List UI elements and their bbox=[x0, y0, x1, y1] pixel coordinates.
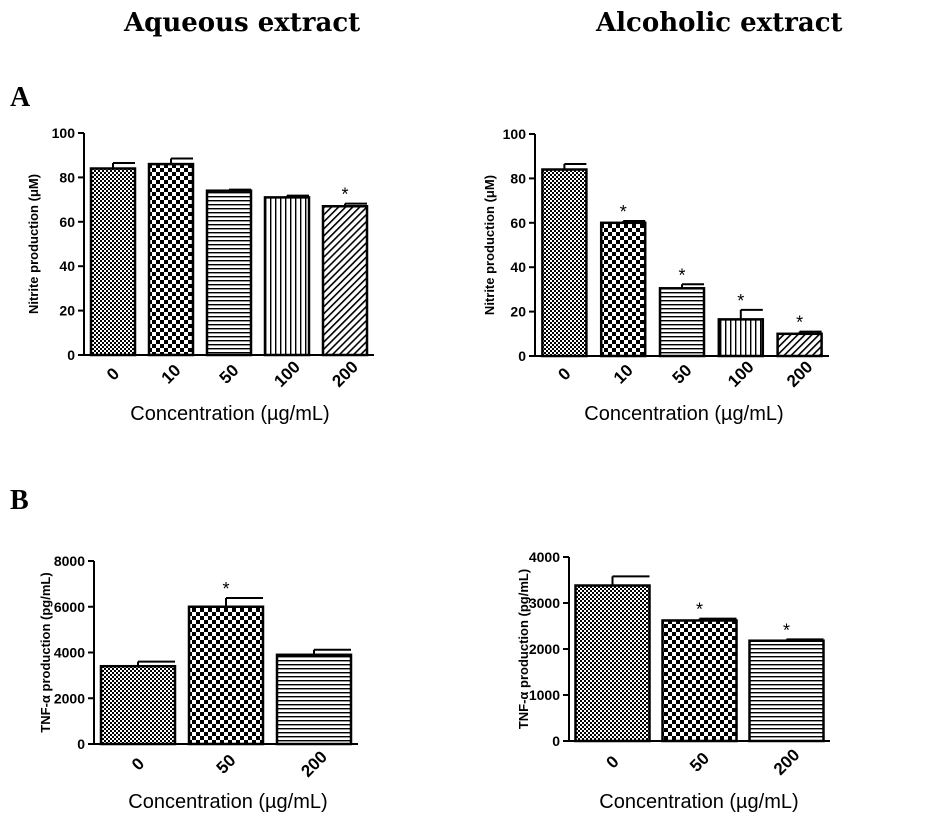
chart-2-bar bbox=[599, 221, 647, 358]
chart-2-significance-marker: * bbox=[678, 265, 685, 285]
chart-2-x-tick-label: 100 bbox=[724, 357, 757, 390]
chart-3-bar bbox=[99, 664, 177, 746]
chart-1-x-tick-label: 50 bbox=[216, 361, 243, 388]
chart-4-x-tick-label: 0 bbox=[603, 752, 623, 772]
chart-1-y-tick-label: 0 bbox=[67, 347, 75, 363]
column-title-alcoholic: Alcoholic extract bbox=[596, 8, 843, 38]
chart-3-y-tick-label: 2000 bbox=[54, 690, 85, 706]
chart-4-y-axis-label: TNF-α production (pg/mL) bbox=[516, 569, 531, 729]
chart-3-y-axis-label: TNF-α production (pg/mL) bbox=[38, 572, 53, 732]
panel-label-b: B bbox=[10, 485, 29, 516]
chart-2-bar bbox=[541, 168, 588, 358]
chart-3-x-tick-label: 200 bbox=[297, 747, 330, 780]
chart-4-y-tick-label: 2000 bbox=[529, 641, 560, 657]
chart-3-x-axis-label: Concentration (µg/mL) bbox=[128, 791, 327, 813]
panel-label-a: A bbox=[10, 82, 31, 113]
chart-1-bar bbox=[205, 189, 253, 357]
chart-1-bar bbox=[263, 196, 311, 357]
chart-2-x-tick-label: 10 bbox=[610, 361, 637, 388]
chart-3-y-tick-label: 4000 bbox=[54, 645, 85, 661]
chart-4-x-tick-label: 50 bbox=[686, 749, 713, 776]
chart-1-bar bbox=[147, 162, 195, 357]
chart-1-x-tick-label: 200 bbox=[328, 357, 361, 390]
chart-4-x-axis-label: Concentration (µg/mL) bbox=[599, 791, 798, 813]
chart-1-significance-marker: * bbox=[341, 185, 348, 205]
column-title-aqueous: Aqueous extract bbox=[124, 8, 361, 38]
chart-2-y-tick-label: 80 bbox=[510, 170, 526, 186]
chart-4-y-tick-label: 4000 bbox=[529, 549, 560, 565]
chart-3-x-tick-label: 50 bbox=[213, 751, 240, 778]
chart-4-bar bbox=[574, 584, 651, 743]
chart-4-bar bbox=[661, 619, 738, 743]
chart-2-x-axis-label: Concentration (µg/mL) bbox=[584, 403, 783, 425]
chart-3-significance-marker: * bbox=[222, 579, 229, 599]
chart-4-bar bbox=[748, 639, 825, 743]
chart-2-x-tick-label: 0 bbox=[554, 364, 574, 384]
chart-1-y-tick-label: 60 bbox=[59, 214, 75, 230]
chart-3-bar bbox=[275, 653, 353, 746]
chart-4-significance-marker: * bbox=[783, 620, 790, 640]
chart-2-x-tick-label: 50 bbox=[669, 361, 696, 388]
chart-2-bar bbox=[717, 318, 765, 358]
chart-4-significance-marker: * bbox=[696, 600, 703, 620]
chart-2-significance-marker: * bbox=[620, 202, 627, 222]
chart-1-y-axis-label: Nitrite production (μM) bbox=[26, 174, 41, 314]
chart-1-x-axis-label: Concentration (µg/mL) bbox=[130, 403, 329, 425]
chart-2-bar bbox=[658, 287, 706, 358]
chart-4-y-tick-label: 0 bbox=[552, 733, 560, 749]
chart-2-significance-marker: * bbox=[796, 313, 803, 333]
chart-1-y-tick-label: 40 bbox=[59, 258, 75, 274]
chart-2-y-tick-label: 0 bbox=[518, 348, 526, 364]
chart-1-y-tick-label: 20 bbox=[59, 303, 75, 319]
chart-2-significance-marker: * bbox=[737, 291, 744, 311]
chart-3-x-tick-label: 0 bbox=[128, 754, 148, 774]
chart-2-y-tick-label: 60 bbox=[510, 215, 526, 231]
chart-2-y-tick-label: 20 bbox=[510, 304, 526, 320]
chart-4-y-tick-label: 1000 bbox=[529, 687, 560, 703]
chart-1-y-tick-label: 100 bbox=[52, 125, 76, 141]
chart-1-x-tick-label: 10 bbox=[158, 361, 185, 388]
chart-1-x-tick-label: 0 bbox=[103, 364, 123, 384]
chart-2-y-tick-label: 40 bbox=[510, 259, 526, 275]
chart-4-y-tick-label: 3000 bbox=[529, 595, 560, 611]
chart-4-x-tick-label: 200 bbox=[770, 745, 803, 778]
chart-3-y-tick-label: 0 bbox=[77, 736, 85, 752]
chart-2-y-tick-label: 100 bbox=[503, 126, 527, 142]
chart-3-y-tick-label: 6000 bbox=[54, 599, 85, 615]
chart-1-bar bbox=[89, 167, 137, 357]
chart-1-bar bbox=[321, 205, 369, 357]
chart-3-bar bbox=[187, 605, 265, 746]
chart-2-y-axis-label: Nitrite production (μM) bbox=[482, 175, 497, 315]
chart-2-bar bbox=[776, 332, 823, 358]
chart-3-y-tick-label: 8000 bbox=[54, 553, 85, 569]
chart-1-y-tick-label: 80 bbox=[59, 169, 75, 185]
chart-1-x-tick-label: 100 bbox=[270, 357, 303, 390]
chart-2-x-tick-label: 200 bbox=[783, 357, 816, 390]
